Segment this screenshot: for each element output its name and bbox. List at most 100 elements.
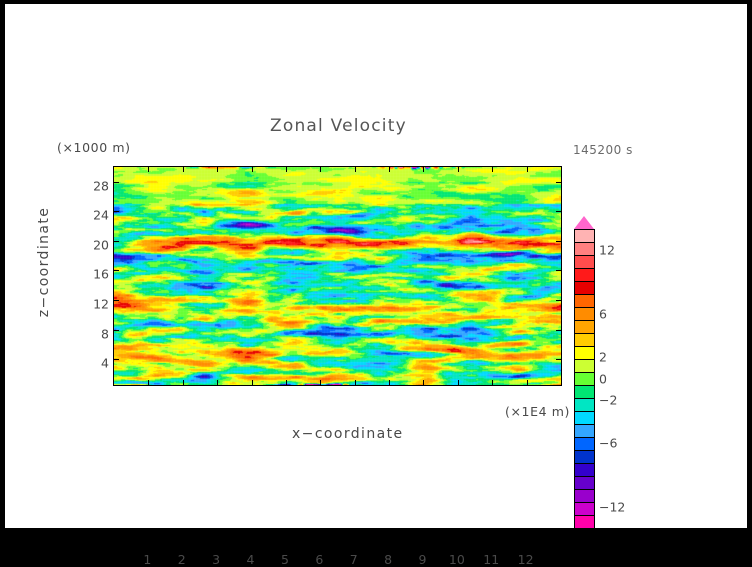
colorbar-arrow-head [574, 216, 595, 229]
x-tick-mark [183, 167, 184, 172]
y-tick-label: 24 [93, 207, 109, 223]
y-tick-label: 20 [93, 237, 109, 253]
x-tick-label: 8 [384, 552, 393, 567]
y-tick-label: 16 [93, 266, 109, 282]
x-tick-mark [423, 167, 424, 172]
y-axis-title: z−coordinate [36, 206, 52, 318]
x-tick-label: 12 [517, 552, 534, 567]
colorbar-band [575, 243, 594, 256]
x-tick-label: 10 [448, 552, 465, 567]
velocity-field [114, 167, 561, 385]
x-tick-mark [355, 380, 356, 385]
y-tick-mark [556, 182, 561, 183]
x-tick-label: 6 [315, 552, 324, 567]
y-tick-mark [114, 241, 119, 242]
colorbar-band [575, 516, 594, 528]
x-tick-mark [492, 380, 493, 385]
x-tick-mark [389, 380, 390, 385]
y-tick-mark [556, 241, 561, 242]
colorbar-band [575, 386, 594, 399]
y-tick-label: 28 [93, 178, 109, 194]
x-tick-mark [423, 380, 424, 385]
x-tick-mark [389, 167, 390, 172]
x-tick-mark [320, 380, 321, 385]
colorbar-tick-label: −6 [599, 435, 618, 451]
colorbar-band [575, 438, 594, 451]
colorbar-tick-label: 12 [599, 242, 615, 258]
colorbar-band [575, 295, 594, 308]
colorbar-band [575, 360, 594, 373]
x-tick-mark [252, 167, 253, 172]
y-tick-label: 4 [101, 355, 109, 371]
colorbar-band [575, 503, 594, 516]
colorbar-band [575, 451, 594, 464]
colorbar-band [575, 490, 594, 503]
colorbar-band [575, 425, 594, 438]
colorbar [574, 216, 595, 529]
colorbar-band [575, 321, 594, 334]
contour-plot [113, 166, 562, 386]
x-tick-label: 3 [212, 552, 221, 567]
y-tick-mark [114, 359, 119, 360]
y-tick-mark [556, 211, 561, 212]
figure-page: Zonal Velocity 145200 s (×1000 m) (×1E4 … [5, 4, 747, 567]
colorbar-band [575, 230, 594, 243]
y-tick-label: 8 [101, 326, 109, 342]
y-tick-mark [114, 211, 119, 212]
x-tick-mark [217, 167, 218, 172]
x-tick-label: 11 [483, 552, 500, 567]
y-axis-unit-label: (×1000 m) [57, 140, 131, 155]
x-tick-label: 1 [143, 552, 152, 567]
y-tick-label: 12 [93, 296, 109, 312]
y-tick-mark [556, 300, 561, 301]
x-tick-mark [458, 167, 459, 172]
x-tick-mark [527, 380, 528, 385]
y-tick-mark [114, 182, 119, 183]
colorbar-tick-label: 0 [599, 371, 607, 386]
colorbar-band [575, 373, 594, 386]
x-tick-mark [148, 167, 149, 172]
colorbar-tick-label: 6 [599, 306, 607, 322]
x-axis-unit-label: (×1E4 m) [505, 404, 570, 419]
colorbar-tick-labels: 12 6 2 0 −2 −6 −12 [599, 216, 645, 514]
x-tick-label: 9 [418, 552, 427, 567]
x-tick-mark [458, 380, 459, 385]
colorbar-tick-label: −12 [599, 499, 626, 515]
colorbar-tick-label: −2 [599, 392, 618, 408]
y-tick-mark [114, 300, 119, 301]
x-tick-mark [217, 380, 218, 385]
y-tick-mark [114, 330, 119, 331]
colorbar-tick-label: 2 [599, 349, 607, 365]
y-tick-mark [556, 359, 561, 360]
x-tick-mark [252, 380, 253, 385]
x-tick-mark [355, 167, 356, 172]
colorbar-band [575, 347, 594, 360]
colorbar-band [575, 308, 594, 321]
colorbar-band [575, 477, 594, 490]
y-tick-mark [114, 270, 119, 271]
colorbar-band [575, 282, 594, 295]
x-tick-label: 7 [349, 552, 358, 567]
x-tick-mark [286, 167, 287, 172]
colorbar-band [575, 256, 594, 269]
colorbar-band [575, 412, 594, 425]
y-tick-mark [556, 270, 561, 271]
x-tick-mark [527, 167, 528, 172]
colorbar-bands [574, 229, 595, 529]
y-tick-mark [556, 330, 561, 331]
colorbar-band [575, 464, 594, 477]
colorbar-band [575, 334, 594, 347]
x-tick-mark [183, 380, 184, 385]
plot-area-wrapper: 1 2 3 4 5 6 7 8 9 10 11 12 [113, 166, 562, 567]
y-axis-tick-labels: 4 8 12 16 20 24 28 [67, 166, 109, 386]
x-tick-label: 4 [246, 552, 255, 567]
colorbar-band [575, 399, 594, 412]
x-tick-mark [148, 380, 149, 385]
x-tick-label: 2 [177, 552, 186, 567]
colorbar-band [575, 269, 594, 282]
x-tick-mark [320, 167, 321, 172]
x-tick-label: 5 [280, 552, 289, 567]
x-axis-title: x−coordinate [292, 426, 404, 442]
x-tick-mark [492, 167, 493, 172]
page-title: Zonal Velocity [270, 116, 407, 136]
